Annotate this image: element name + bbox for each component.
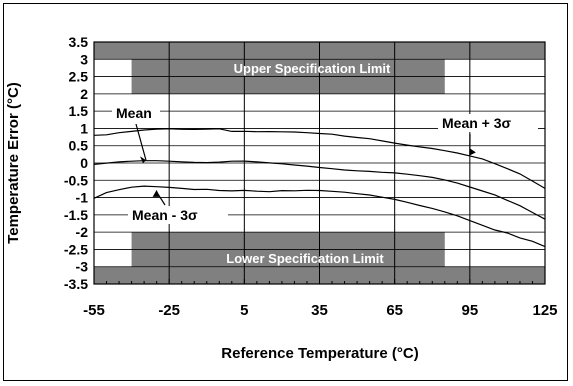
y-tick-label: -1 (76, 190, 89, 206)
y-tick-label: 1.5 (69, 103, 89, 119)
y-tick-label: -0.5 (64, 172, 88, 188)
upper-spec-label: Upper Specification Limit (234, 61, 391, 76)
y-tick-label: -2 (76, 224, 89, 240)
annotation-mean-bg (112, 104, 160, 122)
series-line-1 (93, 160, 546, 220)
annotation-mean-minus-arrowhead (152, 189, 160, 197)
axes: -55 -25 5 35 65 95 125 3.53 2.521.51 0.50-0.5 -1-1… (64, 34, 558, 319)
y-tick-label: 3.5 (69, 34, 89, 50)
y-tick-label: 1 (80, 120, 88, 136)
annotation-mean-plus-arrowhead (469, 148, 476, 156)
annotation-mean-plus-bg (438, 114, 538, 132)
y-tick-label: 0.5 (69, 138, 89, 154)
x-tick-label: -25 (158, 302, 180, 319)
y-tick-label: -3.5 (64, 276, 88, 292)
annotation-mean-minus-3sigma: Mean - 3σ (132, 207, 198, 223)
y-axis-label: Temperature Error (°C) (5, 82, 22, 244)
series-line-0 (93, 128, 546, 189)
x-tick-label: 5 (240, 302, 248, 319)
x-tick-label: 95 (461, 302, 478, 319)
y-tick-label: 2 (80, 86, 88, 102)
annotation-mean: Mean (116, 105, 152, 121)
x-tick-label: 35 (311, 302, 328, 319)
annotation-mean-arrow (135, 123, 147, 161)
y-tick-label: -2.5 (64, 241, 88, 257)
lower-spec-label: Lower Specification Limit (226, 251, 384, 266)
annotation-mean-arrowhead (140, 156, 146, 164)
annotation-mean-minus-bg (128, 206, 228, 224)
y-tick-label: 0 (80, 155, 88, 171)
series-layer (93, 128, 546, 248)
x-tick-label: -55 (83, 302, 105, 319)
series-line-2 (93, 185, 546, 248)
y-tick-label: 2.5 (69, 69, 89, 85)
y-tick-label: -1.5 (64, 207, 88, 223)
y-tick-label: 3 (80, 51, 88, 67)
x-axis-label: Reference Temperature (°C) (221, 345, 418, 362)
labels: Temperature Error (°C) Reference Tempera… (5, 61, 538, 362)
x-tick-label: 125 (532, 302, 557, 319)
x-tick-label: 65 (386, 302, 403, 319)
y-tick-label: -3 (76, 259, 89, 275)
annotation-mean-plus-3sigma: Mean + 3σ (442, 115, 512, 131)
